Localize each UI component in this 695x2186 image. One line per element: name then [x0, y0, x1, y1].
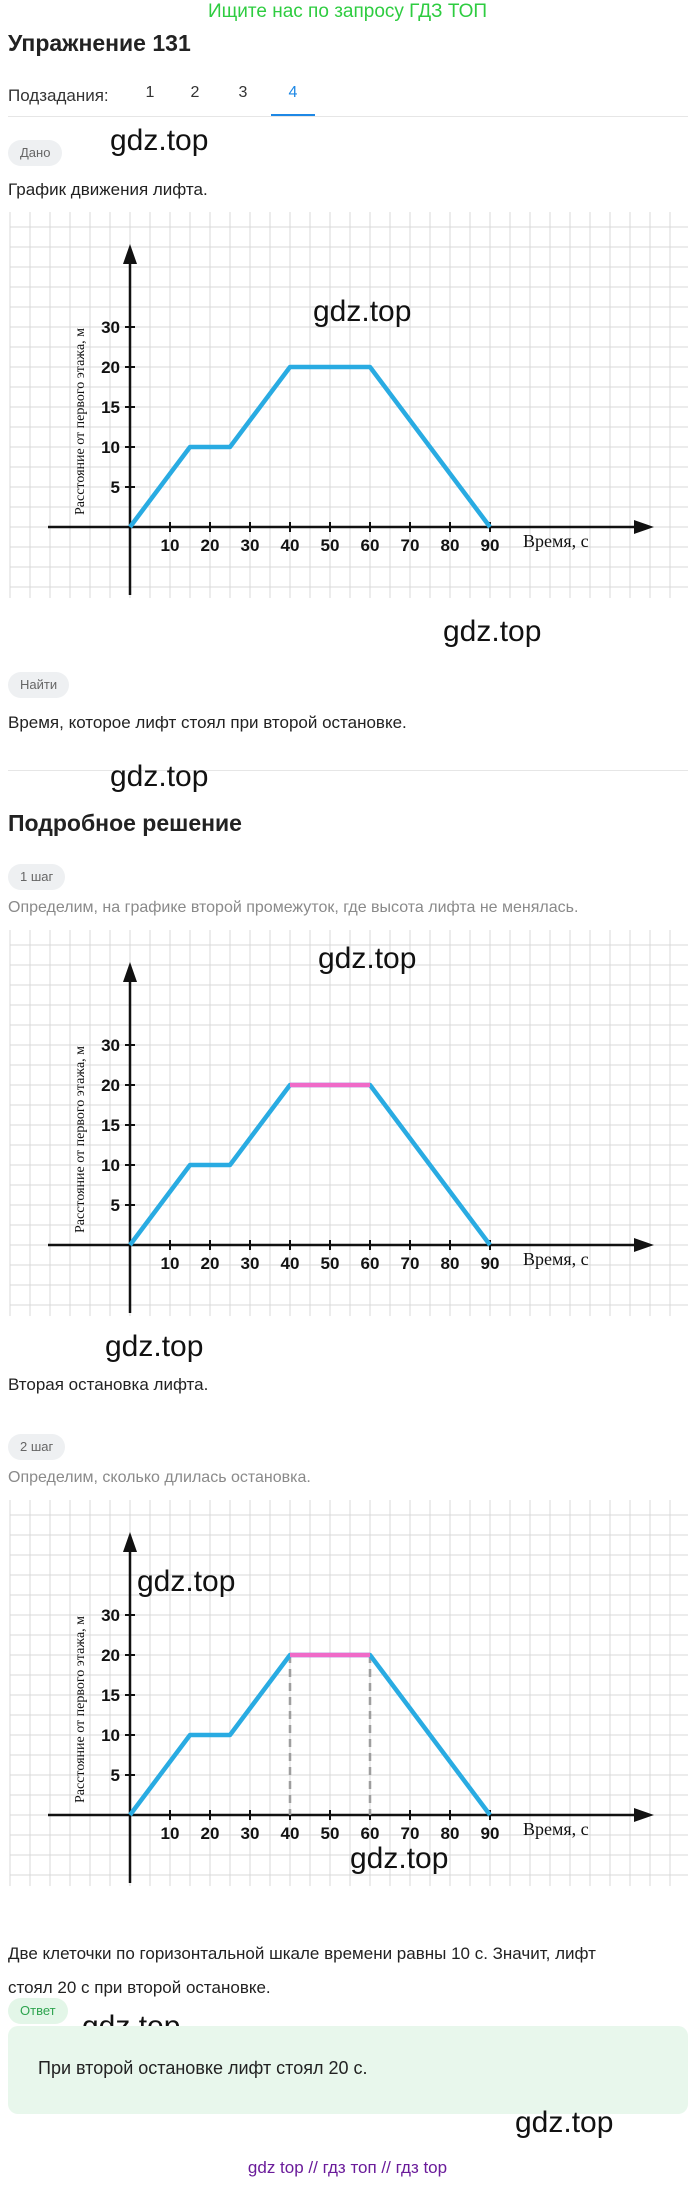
find-chip: Найти: [8, 672, 70, 698]
solution-title: Подробное решение: [8, 810, 242, 836]
x-tick-label: 30: [241, 1824, 260, 1843]
y-tick-label: 5: [111, 478, 120, 497]
y-tick-label: 15: [101, 1116, 120, 1135]
elevator-line: [128, 1082, 492, 1247]
elevator-line: [128, 1652, 492, 1817]
find-text: Время, которое лифт стоял при второй ост…: [8, 713, 407, 732]
watermark: gdz.top: [515, 2106, 614, 2139]
x-tick-label: 70: [401, 1254, 420, 1273]
y-axis-arrow: [123, 962, 137, 982]
y-axis-arrow: [123, 244, 137, 264]
x-tick-label: 20: [201, 1824, 220, 1843]
given-text: График движения лифта.: [8, 180, 208, 199]
answer-chip: Ответ: [8, 1998, 68, 2024]
elevator-chart-2: 10 20 30 40 50 60 70 80 90 5 10 15 20 30 Время, с Расст…: [9, 930, 688, 1316]
x-tick-label: 40: [281, 536, 300, 555]
x-axis-label: Время, с: [523, 1249, 589, 1269]
page-title: Упражнение 131: [8, 30, 191, 56]
given-chip: Дано: [8, 140, 63, 166]
x-tick-label: 60: [361, 1254, 380, 1273]
watermark: gdz.top: [443, 615, 542, 648]
elevator-line: [128, 364, 492, 529]
x-tick-label: 90: [481, 1824, 500, 1843]
step1-chip: 1 шаг: [8, 864, 66, 890]
x-tick-label: 60: [361, 536, 380, 555]
step1-text: Определим, на графике второй промежуток,…: [8, 899, 579, 916]
watermark: gdz.top: [350, 1842, 449, 1875]
y-tick-label: 30: [101, 318, 120, 337]
watermark: gdz.top: [137, 1565, 236, 1598]
x-tick-label: 10: [161, 1254, 180, 1273]
x-tick-label: 40: [281, 1254, 300, 1273]
answer-box: При второй остановке лифт стоял 20 с.: [8, 2026, 688, 2114]
subtask-tab-4[interactable]: 4: [271, 84, 315, 116]
x-tick-label: 40: [281, 1824, 300, 1843]
x-tick-label: 30: [241, 1254, 260, 1273]
x-axis-arrow: [634, 1238, 654, 1252]
step2-result-line2: стоял 20 с при второй остановке.: [8, 1978, 271, 1997]
footer-links[interactable]: gdz top // гдз топ // гдз top: [247, 2158, 448, 2177]
step2-text: Определим, сколько длилась остановка.: [8, 1469, 311, 1486]
y-axis-label: Расстояние от первого этажа, м: [73, 1616, 88, 1803]
x-tick-label: 90: [481, 536, 500, 555]
elevator-chart-1: 10 20 30 40 50 60 70 80 90 5 10 15 20 30 Время, с Расст…: [9, 212, 688, 598]
x-tick-label: 20: [201, 536, 220, 555]
x-axis-arrow: [634, 520, 654, 534]
y-tick-label: 10: [101, 1156, 120, 1175]
x-tick-label: 70: [401, 1824, 420, 1843]
y-axis-label: Расстояние от первого этажа, м: [73, 328, 88, 515]
y-tick-label: 20: [101, 1076, 120, 1095]
y-tick-label: 30: [101, 1036, 120, 1055]
x-axis-label: Время, с: [523, 531, 589, 551]
step2-chip: 2 шаг: [8, 1434, 66, 1460]
divider: [8, 770, 688, 771]
top-banner[interactable]: Ищите нас по запросу ГДЗ ТОП: [207, 1, 488, 22]
y-axis-arrow: [123, 1532, 137, 1552]
step2-result-line1: Две клеточки по горизонтальной шкале вре…: [8, 1944, 596, 1963]
watermark: gdz.top: [105, 1330, 204, 1363]
watermark: gdz.top: [318, 942, 417, 975]
y-axis-label: Расстояние от первого этажа, м: [73, 1046, 88, 1233]
x-tick-label: 50: [321, 1824, 340, 1843]
y-tick-label: 5: [111, 1766, 120, 1785]
x-tick-label: 80: [441, 1254, 460, 1273]
x-tick-label: 50: [321, 536, 340, 555]
y-tick-label: 10: [101, 1726, 120, 1745]
subtasks-label: Подзадания:: [8, 86, 109, 105]
elevator-chart-3: 10 20 30 40 50 60 70 80 90 5 10 15 20 30 Время, с Расст…: [9, 1500, 688, 1886]
watermark: gdz.top: [110, 760, 209, 793]
subtask-tab-1[interactable]: 1: [145, 84, 155, 101]
subtask-tab-2[interactable]: 2: [190, 84, 200, 101]
step1-result: Вторая остановка лифта.: [8, 1375, 209, 1394]
x-tick-label: 90: [481, 1254, 500, 1273]
y-tick-label: 20: [101, 1646, 120, 1665]
x-axis-label: Время, с: [523, 1819, 589, 1839]
x-tick-label: 60: [361, 1824, 380, 1843]
answer-text: При второй остановке лифт стоял 20 с.: [38, 2058, 368, 2078]
y-tick-label: 15: [101, 398, 120, 417]
x-tick-label: 10: [161, 1824, 180, 1843]
watermark: gdz.top: [110, 124, 209, 157]
x-tick-label: 50: [321, 1254, 340, 1273]
y-tick-label: 5: [111, 1196, 120, 1215]
x-tick-label: 80: [441, 536, 460, 555]
x-tick-label: 30: [241, 536, 260, 555]
x-tick-label: 20: [201, 1254, 220, 1273]
divider: [8, 116, 688, 117]
y-tick-label: 20: [101, 358, 120, 377]
x-tick-label: 10: [161, 536, 180, 555]
y-tick-label: 10: [101, 438, 120, 457]
x-tick-label: 80: [441, 1824, 460, 1843]
y-tick-label: 30: [101, 1606, 120, 1625]
subtask-tab-3[interactable]: 3: [238, 84, 248, 101]
x-tick-label: 70: [401, 536, 420, 555]
x-axis-arrow: [634, 1808, 654, 1822]
y-tick-label: 15: [101, 1686, 120, 1705]
watermark: gdz.top: [313, 295, 412, 328]
